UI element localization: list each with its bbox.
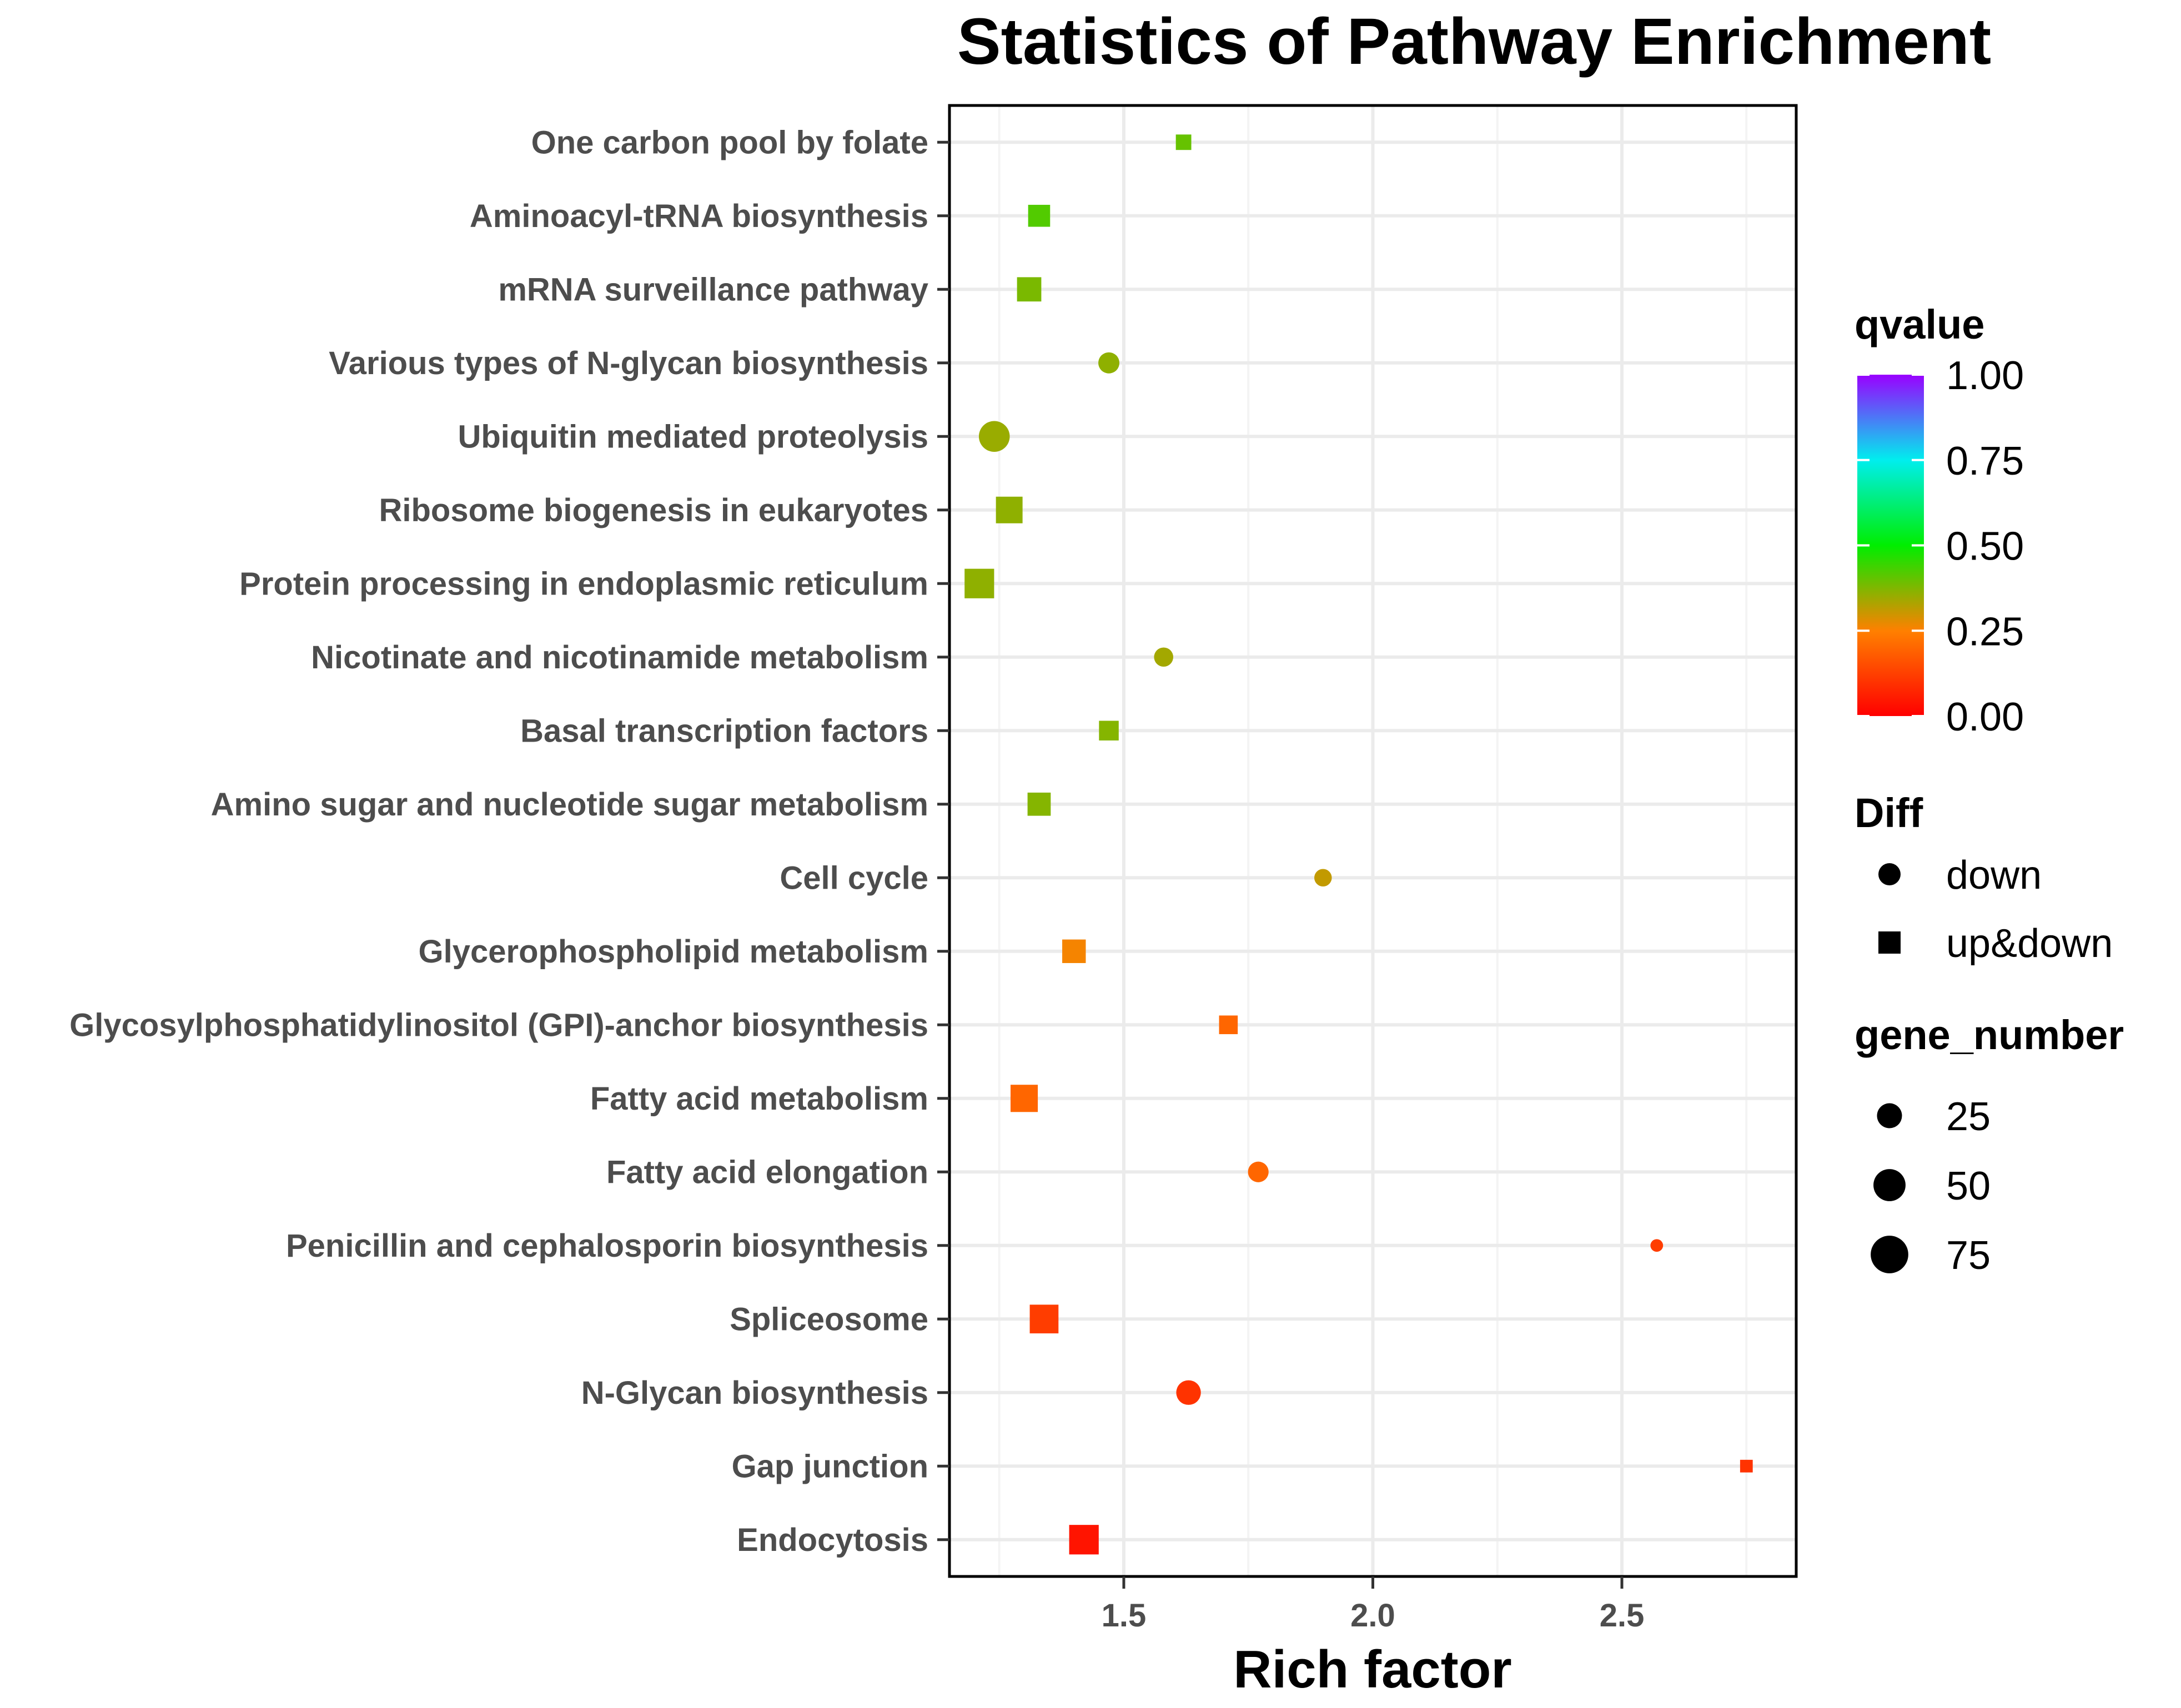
y-tick-label: Nicotinate and nicotinamide metabolism bbox=[311, 639, 928, 676]
y-tick-label: Gap junction bbox=[732, 1448, 928, 1484]
chart-title: Statistics of Pathway Enrichment bbox=[957, 5, 1991, 78]
y-tick-label: Spliceosome bbox=[730, 1301, 928, 1337]
legend-diff-title: Diff bbox=[1855, 790, 1923, 836]
data-point-square bbox=[1028, 204, 1051, 227]
y-tick-label: One carbon pool by folate bbox=[531, 124, 928, 160]
data-point-square bbox=[1027, 792, 1051, 816]
y-tick-label: Cell cycle bbox=[780, 860, 928, 896]
y-tick-label: Ribosome biogenesis in eukaryotes bbox=[379, 492, 928, 528]
y-tick-label: Glycosylphosphatidylinositol (GPI)-ancho… bbox=[69, 1007, 928, 1043]
legend-size-label: 75 bbox=[1946, 1233, 1991, 1278]
data-points bbox=[964, 134, 1753, 1555]
data-point-circle bbox=[1098, 352, 1120, 374]
y-tick-label: Various types of N-glycan biosynthesis bbox=[329, 345, 928, 381]
data-point-circle bbox=[1154, 647, 1174, 667]
legend-qvalue-label: 0.00 bbox=[1946, 695, 2024, 739]
y-tick-label: Protein processing in endoplasmic reticu… bbox=[239, 566, 928, 602]
legend-square-key bbox=[1878, 931, 1901, 954]
legend-qvalue-label: 1.00 bbox=[1946, 354, 2024, 398]
y-tick-label: Amino sugar and nucleotide sugar metabol… bbox=[211, 787, 928, 823]
y-tick-label: Penicillin and cephalosporin biosynthesi… bbox=[286, 1228, 928, 1264]
y-axis-labels: One carbon pool by folate Aminoacyl-tRNA … bbox=[69, 124, 949, 1558]
legend-size-label: 25 bbox=[1946, 1095, 1991, 1139]
y-tick-label: Fatty acid elongation bbox=[606, 1154, 928, 1190]
x-tick-label: 1.5 bbox=[1102, 1598, 1147, 1634]
x-axis-title: Rich factor bbox=[1233, 1640, 1511, 1699]
data-point-circle bbox=[1650, 1239, 1664, 1252]
y-tick-label: Glycerophospholipid metabolism bbox=[419, 934, 928, 970]
data-point-circle bbox=[978, 421, 1010, 452]
x-tick-label: 2.5 bbox=[1600, 1598, 1645, 1634]
legend-size-key bbox=[1871, 1236, 1908, 1273]
y-tick-label: Endocytosis bbox=[737, 1522, 928, 1558]
data-point-square bbox=[1062, 939, 1086, 963]
data-point-circle bbox=[1314, 869, 1332, 887]
data-point-square bbox=[964, 568, 994, 598]
x-axis: 1.5 2.0 2.5 bbox=[1102, 1576, 1645, 1634]
legend: qvalue 1.00 0.75 0.50 0.25 0.00 Diff down up&dow… bbox=[1855, 301, 2124, 1278]
data-point-square bbox=[1017, 277, 1042, 302]
data-point-square bbox=[1069, 1525, 1099, 1555]
legend-gene-number-title: gene_number bbox=[1855, 1012, 2124, 1058]
legend-qvalue-title: qvalue bbox=[1855, 301, 1984, 347]
legend-diff-label: down bbox=[1946, 853, 2042, 898]
data-point-square bbox=[1219, 1015, 1238, 1035]
y-tick-label: Aminoacyl-tRNA biosynthesis bbox=[470, 198, 928, 234]
y-tick-label: Basal transcription factors bbox=[520, 713, 928, 749]
data-point-square bbox=[996, 496, 1023, 523]
data-point-square bbox=[1011, 1085, 1038, 1112]
legend-size-label: 50 bbox=[1946, 1164, 1991, 1208]
data-point-circle bbox=[1248, 1161, 1269, 1182]
y-tick-label: Fatty acid metabolism bbox=[590, 1081, 928, 1117]
data-point-square bbox=[1029, 1304, 1059, 1334]
y-tick-label: mRNA surveillance pathway bbox=[498, 271, 928, 308]
y-tick-label: Ubiquitin mediated proteolysis bbox=[458, 419, 928, 455]
y-tick-label: N-Glycan biosynthesis bbox=[581, 1375, 928, 1411]
legend-qvalue-label: 0.25 bbox=[1946, 609, 2024, 654]
x-tick-label: 2.0 bbox=[1350, 1598, 1395, 1634]
data-point-circle bbox=[1176, 1380, 1201, 1405]
legend-size-key bbox=[1873, 1169, 1906, 1201]
data-point-square bbox=[1740, 1459, 1753, 1473]
legend-diff-label: up&down bbox=[1946, 921, 2113, 966]
legend-qvalue-label: 0.75 bbox=[1946, 439, 2024, 483]
legend-size-key bbox=[1877, 1103, 1902, 1128]
legend-circle-key bbox=[1878, 863, 1901, 885]
data-point-square bbox=[1175, 134, 1192, 150]
legend-qvalue-label: 0.50 bbox=[1946, 525, 2024, 569]
data-point-square bbox=[1099, 721, 1119, 740]
